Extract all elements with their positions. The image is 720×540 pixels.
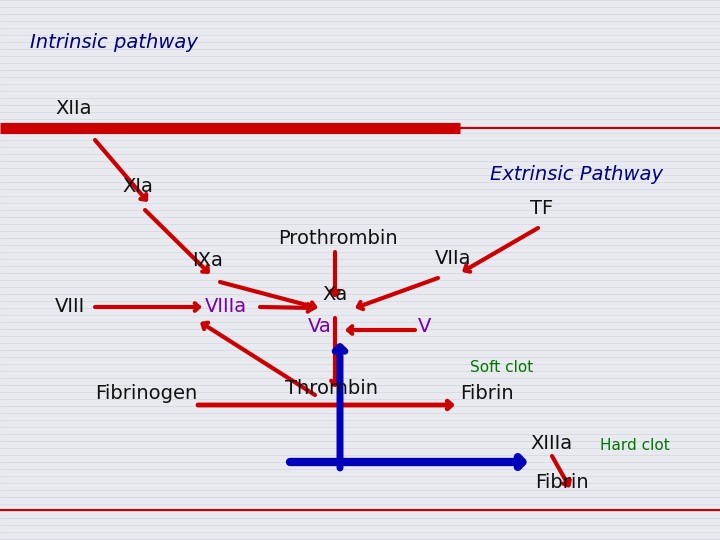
Text: VIII: VIII xyxy=(55,298,85,316)
Text: Extrinsic Pathway: Extrinsic Pathway xyxy=(490,165,663,185)
Text: XIIa: XIIa xyxy=(55,99,91,118)
Text: Fibrin: Fibrin xyxy=(535,473,589,492)
Text: VIIIa: VIIIa xyxy=(205,298,247,316)
Text: VIIa: VIIa xyxy=(435,249,472,268)
Text: V: V xyxy=(418,317,431,336)
Text: XIa: XIa xyxy=(122,177,153,196)
Text: Soft clot: Soft clot xyxy=(470,360,534,375)
Text: Intrinsic pathway: Intrinsic pathway xyxy=(30,32,198,51)
Text: IXa: IXa xyxy=(192,251,223,270)
Text: Xa: Xa xyxy=(322,285,347,304)
Text: TF: TF xyxy=(530,199,553,218)
Text: Va: Va xyxy=(308,317,332,336)
Text: Thrombin: Thrombin xyxy=(285,379,378,398)
Text: Fibrinogen: Fibrinogen xyxy=(95,384,197,403)
Text: XIIIa: XIIIa xyxy=(530,434,572,453)
Text: Fibrin: Fibrin xyxy=(460,384,513,403)
Text: Hard clot: Hard clot xyxy=(600,438,670,453)
Text: Prothrombin: Prothrombin xyxy=(278,229,397,248)
